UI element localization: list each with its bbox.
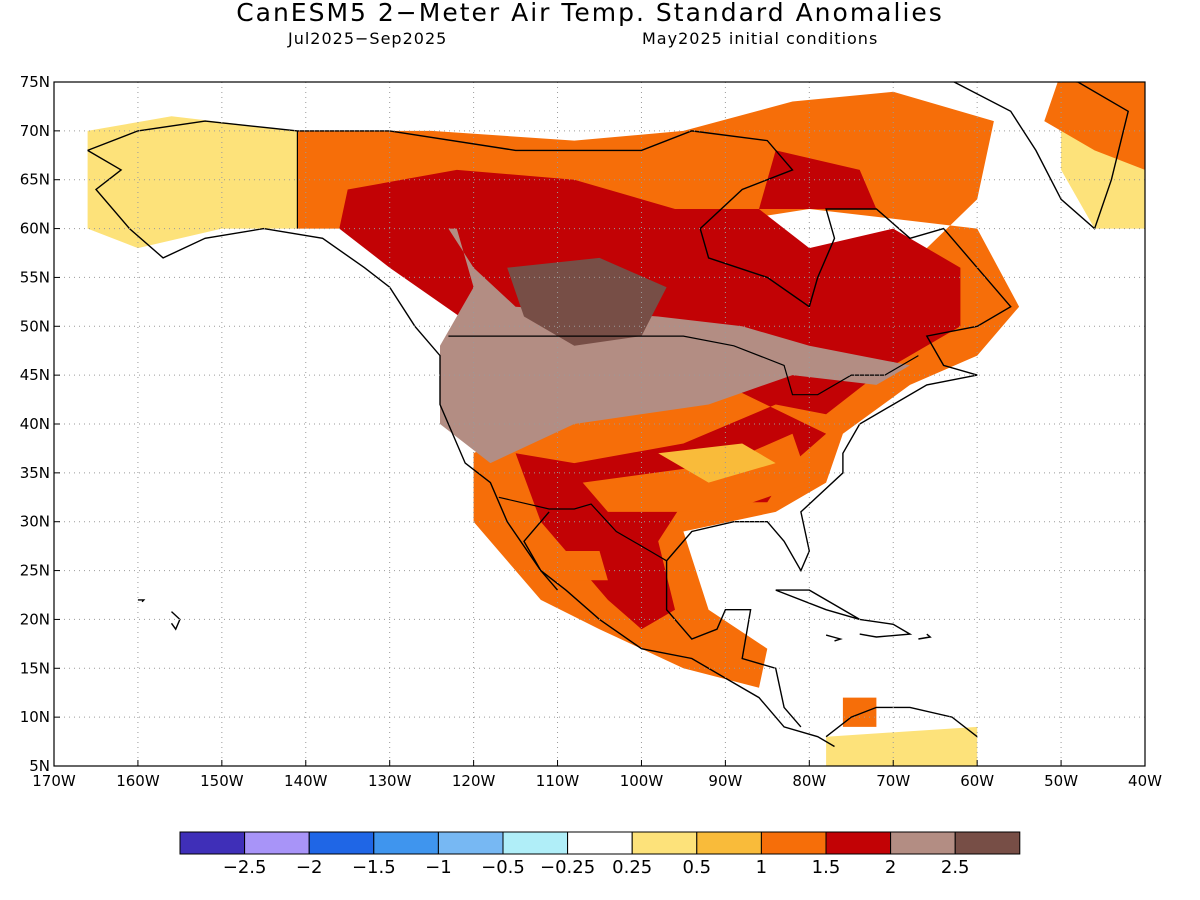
- initial-conditions: May2025 initial conditions: [642, 29, 879, 48]
- lon-tick-label: 160W: [116, 772, 160, 790]
- colorbar-swatch: [696, 831, 762, 855]
- coastline: [87, 149, 835, 748]
- lon-tick-label: 40W: [1128, 772, 1162, 790]
- colorbar-swatch: [502, 831, 569, 855]
- anomaly-region: [507, 257, 667, 346]
- lat-tick-label: 30N: [20, 513, 50, 531]
- political-border: [448, 335, 919, 396]
- anomaly-region: [565, 551, 608, 581]
- lat-tick-label: 50N: [20, 317, 50, 335]
- colorbar-swatch: [373, 831, 439, 855]
- map-title: CanESM5 2−Meter Air Temp. Standard Anoma…: [236, 0, 944, 27]
- lon-tick-label: 50W: [1044, 772, 1078, 790]
- colorbar-swatch: [437, 831, 504, 855]
- coastline: [170, 611, 181, 631]
- lon-tick-label: 110W: [536, 772, 580, 790]
- colorbar-swatch: [567, 831, 633, 855]
- lat-tick-label: 35N: [20, 464, 50, 482]
- lat-tick-label: 20N: [20, 610, 50, 628]
- lat-tick-label: 60N: [20, 220, 50, 238]
- coastline: [859, 618, 913, 638]
- coastline: [775, 589, 861, 621]
- colorbar-swatch: [179, 831, 246, 855]
- colorbar-label: 1: [756, 857, 767, 878]
- coastline: [825, 634, 843, 642]
- lat-tick-label: 10N: [20, 708, 50, 726]
- colorbar-label: −1.5: [352, 857, 396, 878]
- lat-tick-label: 15N: [20, 659, 50, 677]
- coastline: [952, 82, 1130, 230]
- colorbar-label: 2: [885, 857, 896, 878]
- colorbar-swatch: [825, 831, 892, 855]
- lon-tick-label: 130W: [368, 772, 412, 790]
- latitude-axis: 5N 10N 15N 20N 25N 30N 35N 40N 45N 50N 55N 60N 65N 70…: [20, 73, 60, 775]
- forecast-period: Jul2025−Sep2025: [288, 29, 448, 48]
- colorbar: −2.5 −2 −1.5 −1 −0.5 −0.25 0.25 0.5 1 1.5 2 2.5: [179, 831, 1021, 878]
- colorbar-swatch: [954, 831, 1021, 855]
- map-plot-area: [54, 82, 1145, 766]
- colorbar-swatch: [308, 831, 375, 855]
- lat-tick-label: 70N: [20, 122, 50, 140]
- lat-tick-label: 25N: [20, 562, 50, 580]
- lon-tick-label: 60W: [960, 772, 994, 790]
- lat-tick-label: 55N: [20, 268, 50, 286]
- colorbar-label: 1.5: [812, 857, 841, 878]
- colorbar-swatch: [244, 831, 310, 855]
- colorbar-label: 2.5: [941, 857, 970, 878]
- colorbar-label: −0.5: [481, 857, 525, 878]
- coastlines: [87, 82, 1130, 748]
- lon-tick-label: 150W: [200, 772, 244, 790]
- anomaly-region: [339, 169, 961, 630]
- anomaly-region: [87, 116, 298, 249]
- coastline: [87, 120, 1012, 728]
- colorbar-label: −2.5: [223, 857, 267, 878]
- coastline: [918, 633, 932, 640]
- anomaly-shading: [87, 82, 1145, 766]
- lat-tick-label: 40N: [20, 415, 50, 433]
- anomaly-region: [440, 228, 910, 464]
- colorbar-label: −1: [425, 857, 452, 878]
- colorbar-swatch: [890, 831, 956, 855]
- lon-tick-label: 70W: [876, 772, 910, 790]
- colorbar-label: −2: [296, 857, 323, 878]
- coastline: [523, 511, 559, 591]
- graticule: [54, 82, 1145, 766]
- anomaly-region: [658, 443, 776, 483]
- lon-tick-label: 140W: [284, 772, 328, 790]
- colorbar-swatch: [760, 831, 827, 855]
- lat-tick-label: 5N: [29, 757, 50, 775]
- lon-tick-label: 170W: [32, 772, 76, 790]
- political-border: [498, 496, 667, 562]
- colorbar-label: −0.25: [540, 857, 595, 878]
- colorbar-label: 0.5: [682, 857, 711, 878]
- coastline: [137, 599, 146, 603]
- lon-tick-label: 80W: [792, 772, 826, 790]
- lon-tick-label: 120W: [452, 772, 496, 790]
- lon-tick-label: 90W: [708, 772, 742, 790]
- colorbar-label: 0.25: [612, 857, 652, 878]
- longitude-axis: 170W 160W 150W 140W 130W 120W 110W 100W 90W 80W 70…: [32, 760, 1162, 790]
- anomaly-region: [842, 697, 877, 727]
- lat-tick-label: 75N: [20, 73, 50, 91]
- lon-tick-label: 100W: [620, 772, 664, 790]
- anomaly-region: [826, 726, 978, 766]
- lat-tick-label: 65N: [20, 171, 50, 189]
- colorbar-swatch: [631, 831, 698, 855]
- lat-tick-label: 45N: [20, 366, 50, 384]
